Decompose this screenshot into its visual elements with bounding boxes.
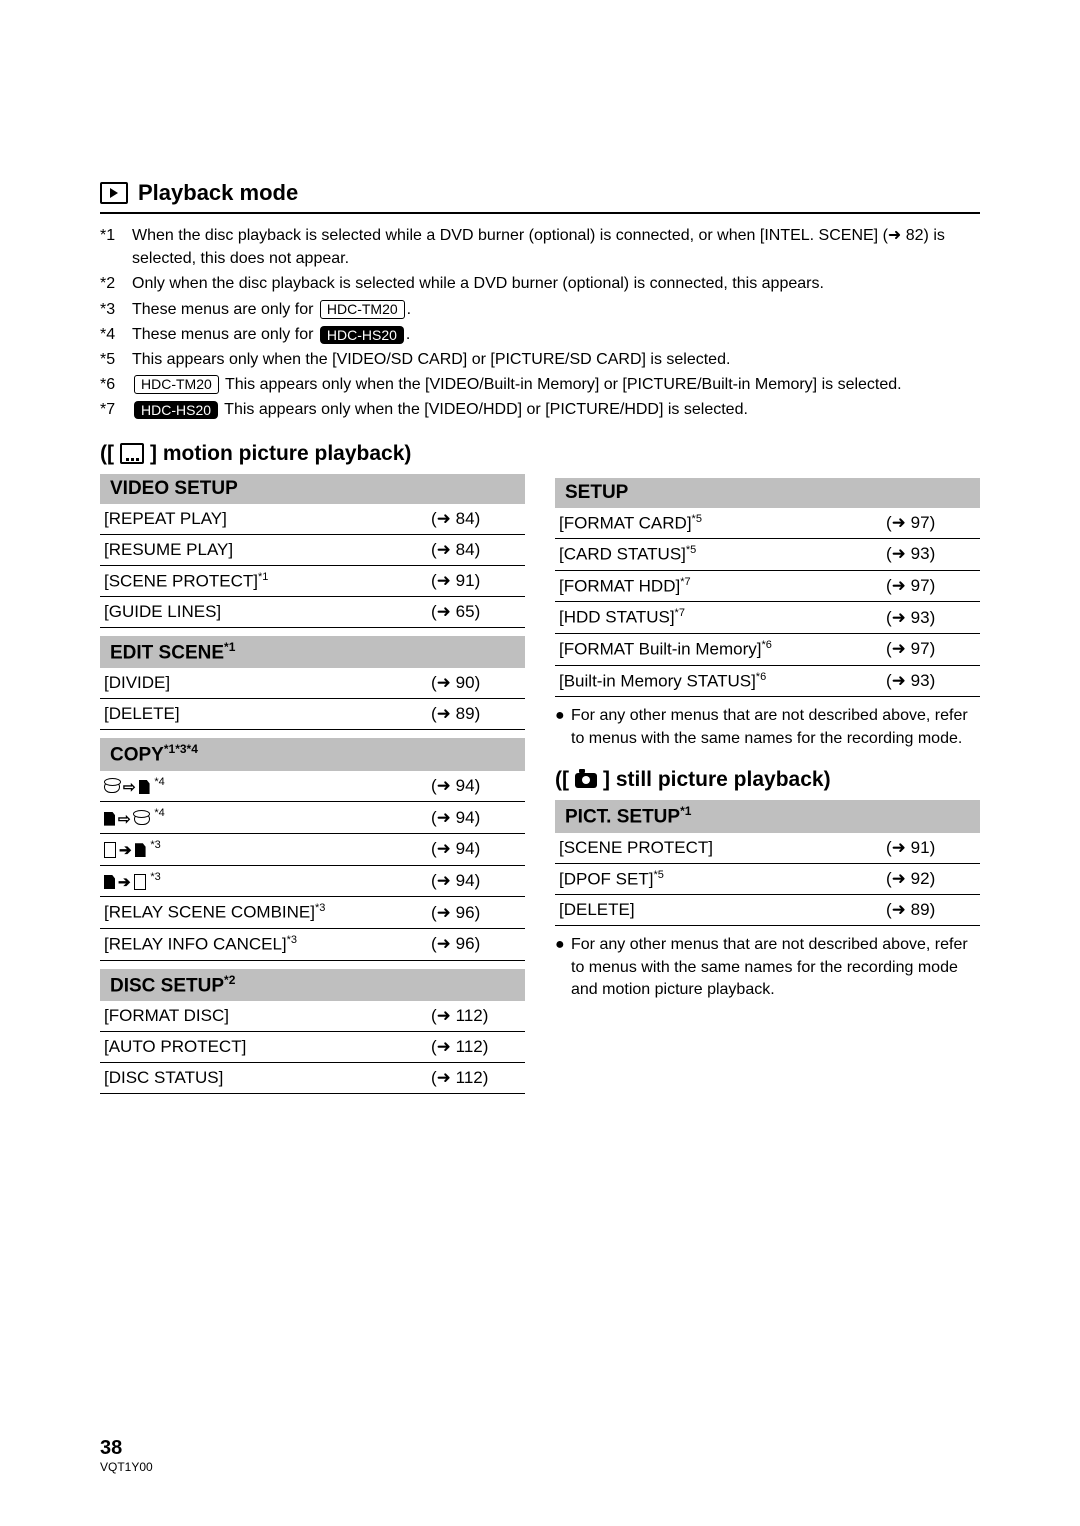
section-pict-setup: PICT. SETUP*1 (555, 800, 980, 832)
sd-icon (135, 843, 146, 857)
section-copy: COPY*1*3*4 (100, 738, 525, 770)
right-column: SETUP [FORMAT CARD]*5(➜ 97) [CARD STATUS… (555, 442, 980, 1095)
edit-scene-table: [DIVIDE](➜ 90) [DELETE](➜ 89) (100, 668, 525, 730)
badge-hdc-hs20: HDC-HS20 (320, 326, 404, 344)
page-footer: 38 VQT1Y00 (100, 1437, 153, 1474)
memory-icon (134, 874, 146, 890)
setup-table: [FORMAT CARD]*5(➜ 97) [CARD STATUS]*5(➜ … (555, 508, 980, 698)
left-column: ([ ] motion picture playback) VIDEO SETU… (100, 442, 525, 1095)
video-icon (120, 443, 144, 464)
badge-hdc-hs20: HDC-HS20 (134, 401, 218, 419)
setup-note: ●For any other menus that are not descri… (555, 705, 980, 750)
section-disc-setup: DISC SETUP*2 (100, 969, 525, 1001)
badge-hdc-tm20: HDC-TM20 (320, 300, 405, 319)
still-picture-playback-title: ([ ] still picture playback) (555, 768, 980, 792)
section-video-setup: VIDEO SETUP (100, 474, 525, 504)
sd-icon (104, 812, 115, 826)
motion-picture-playback-title: ([ ] motion picture playback) (100, 442, 525, 466)
memory-icon (104, 842, 116, 858)
footnotes: *1When the disc playback is selected whi… (100, 224, 980, 422)
sd-icon (104, 875, 115, 889)
badge-hdc-tm20: HDC-TM20 (134, 375, 219, 394)
hdd-icon (104, 781, 120, 793)
section-setup: SETUP (555, 478, 980, 508)
disc-setup-table: [FORMAT DISC](➜ 112) [AUTO PROTECT](➜ 11… (100, 1001, 525, 1094)
pict-setup-note: ●For any other menus that are not descri… (555, 934, 980, 1001)
camera-icon (575, 773, 597, 788)
page-number: 38 (100, 1437, 153, 1460)
pict-setup-table: [SCENE PROTECT](➜ 91) [DPOF SET]*5(➜ 92)… (555, 833, 980, 927)
copy-table: ⇨ *4(➜ 94) ⇨ *4(➜ 94) ➔ *3(➜ 94) ➔ *3(➜ … (100, 771, 525, 961)
section-edit-scene: EDIT SCENE*1 (100, 636, 525, 668)
doc-code: VQT1Y00 (100, 1460, 153, 1474)
video-setup-table: [REPEAT PLAY](➜ 84) [RESUME PLAY](➜ 84) … (100, 504, 525, 629)
playback-mode-header: Playback mode (100, 180, 980, 214)
hdd-icon (134, 813, 150, 825)
sd-icon (139, 780, 150, 794)
header-title: Playback mode (138, 180, 298, 206)
play-icon (100, 182, 128, 204)
